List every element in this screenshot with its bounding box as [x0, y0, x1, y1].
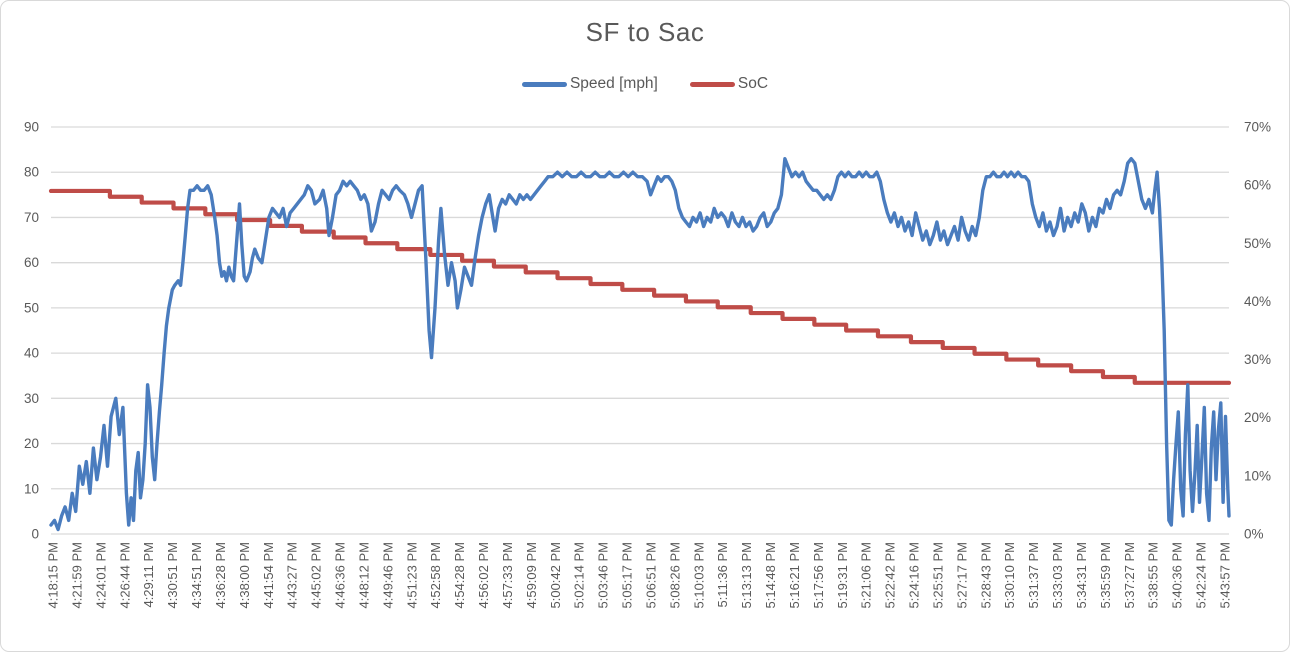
x-axis-tick-label: 5:17:56 PM: [811, 542, 826, 609]
x-axis-tick-label: 4:41:54 PM: [261, 542, 276, 609]
x-axis-tick-label: 5:35:59 PM: [1098, 542, 1113, 609]
x-axis-tick-label: 5:06:51 PM: [643, 542, 658, 609]
x-axis-tick-label: 5:34:31 PM: [1074, 542, 1089, 609]
legend-swatch-speed-icon: [521, 81, 567, 87]
legend-item-soc: SoC: [689, 75, 769, 93]
x-axis-tick-label: 5:19:31 PM: [835, 542, 850, 609]
x-axis-tick-label: 5:14:48 PM: [763, 542, 778, 609]
x-axis-tick-label: 4:56:02 PM: [476, 542, 491, 609]
legend-label-soc: SoC: [737, 75, 769, 92]
right-axis-tick-label: 10%: [1244, 468, 1271, 483]
right-axis-tick-label: 50%: [1244, 236, 1271, 251]
x-axis-tick-label: 4:51:23 PM: [404, 542, 419, 609]
left-axis-tick-label: 10: [24, 481, 39, 496]
x-axis-tick-label: 4:21:59 PM: [69, 542, 84, 609]
x-axis-labels: 4:18:15 PM 4:21:59 PM 4:24:01 PM 4:26:44 PM…: [46, 542, 1233, 609]
x-axis-tick-label: 5:10:03 PM: [691, 542, 706, 609]
x-axis-tick-label: 5:43:57 PM: [1218, 542, 1233, 609]
x-axis-tick-label: 4:54:28 PM: [452, 542, 467, 609]
right-axis-tick-label: 30%: [1244, 352, 1271, 367]
x-axis-tick-label: 5:16:21 PM: [787, 542, 802, 609]
speed-line: [49, 157, 1231, 532]
right-axis-tick-label: 60%: [1244, 178, 1271, 193]
x-axis-tick-label: 4:34:51 PM: [189, 542, 204, 609]
left-axis-tick-label: 0: [31, 527, 39, 542]
right-axis-tick-label: 0%: [1244, 527, 1264, 542]
left-axis-tick-label: 80: [24, 165, 39, 180]
legend-item-speed: Speed [mph]: [521, 75, 658, 93]
x-axis-tick-label: 5:38:55 PM: [1146, 542, 1161, 609]
x-axis-tick-label: 5:21:06 PM: [859, 542, 874, 609]
left-axis-tick-label: 20: [24, 436, 39, 451]
soc-line: [48, 188, 1232, 385]
x-axis-tick-label: 5:08:26 PM: [667, 542, 682, 609]
x-axis-tick-label: 5:30:10 PM: [1002, 542, 1017, 609]
left-axis-tick-label: 30: [24, 391, 39, 406]
x-axis-tick-label: 5:42:24 PM: [1194, 542, 1209, 609]
left-axis-tick-label: 70: [24, 210, 39, 225]
x-axis-tick-label: 4:38:00 PM: [237, 542, 252, 609]
x-axis-tick-label: 4:18:15 PM: [46, 542, 61, 609]
x-axis-tick-label: 4:36:28 PM: [213, 542, 228, 609]
x-axis-tick-label: 5:03:46 PM: [596, 542, 611, 609]
x-axis-tick-label: 5:00:42 PM: [548, 542, 563, 609]
x-axis-tick-label: 5:28:43 PM: [978, 542, 993, 609]
x-axis-tick-label: 5:37:27 PM: [1122, 542, 1137, 609]
x-axis-tick-label: 5:02:14 PM: [572, 542, 587, 609]
left-axis-labels: 0 10 20 30 40 50 60 70 80 90: [24, 120, 39, 542]
x-axis-tick-label: 5:24:16 PM: [907, 542, 922, 609]
x-axis-tick-label: 5:27:17 PM: [954, 542, 969, 609]
right-axis-tick-label: 40%: [1244, 294, 1271, 309]
left-axis-tick-label: 60: [24, 255, 39, 270]
left-axis-tick-label: 40: [24, 346, 39, 361]
x-axis-tick-label: 4:46:36 PM: [333, 542, 348, 609]
x-axis-tick-label: 5:11:36 PM: [715, 542, 730, 608]
x-axis-tick-label: 4:59:09 PM: [524, 542, 539, 609]
x-axis-tick-label: 4:45:02 PM: [309, 542, 324, 609]
x-axis-tick-label: 5:40:36 PM: [1170, 542, 1185, 609]
left-axis-tick-label: 50: [24, 300, 39, 315]
x-axis-tick-label: 4:57:33 PM: [500, 542, 515, 609]
x-axis-tick-label: 5:31:37 PM: [1026, 542, 1041, 609]
x-axis-tick-label: 4:29:11 PM: [141, 542, 156, 608]
x-axis-tick-label: 5:05:17 PM: [620, 542, 635, 609]
chart-title: SF to Sac: [585, 17, 705, 47]
x-axis-tick-label: 5:25:51 PM: [930, 542, 945, 609]
x-axis-tick-label: 4:48:12 PM: [356, 542, 371, 609]
x-axis-tick-label: 4:49:46 PM: [380, 542, 395, 609]
x-axis-tick-label: 4:24:01 PM: [93, 542, 108, 609]
left-axis-tick-label: 90: [24, 120, 39, 135]
legend-label-speed: Speed [mph]: [569, 75, 658, 92]
x-axis-tick-label: 4:52:58 PM: [428, 542, 443, 609]
x-axis-tick-label: 5:22:42 PM: [883, 542, 898, 609]
right-axis-labels: 0% 10% 20% 30% 40% 50% 60% 70%: [1244, 120, 1271, 542]
legend-swatch-soc-icon: [689, 81, 735, 87]
x-axis-tick-label: 4:43:27 PM: [285, 542, 300, 609]
chart-legend: Speed [mph] SoC: [1, 75, 1289, 93]
gridlines: [51, 126, 1229, 535]
x-axis-tick-label: 5:13:13 PM: [739, 542, 754, 609]
x-axis-tick-label: 5:33:03 PM: [1050, 542, 1065, 609]
x-axis-tick-label: 4:26:44 PM: [117, 542, 132, 609]
right-axis-tick-label: 70%: [1244, 120, 1271, 135]
x-axis-tick-label: 4:30:51 PM: [165, 542, 180, 609]
right-axis-tick-label: 20%: [1244, 410, 1271, 425]
